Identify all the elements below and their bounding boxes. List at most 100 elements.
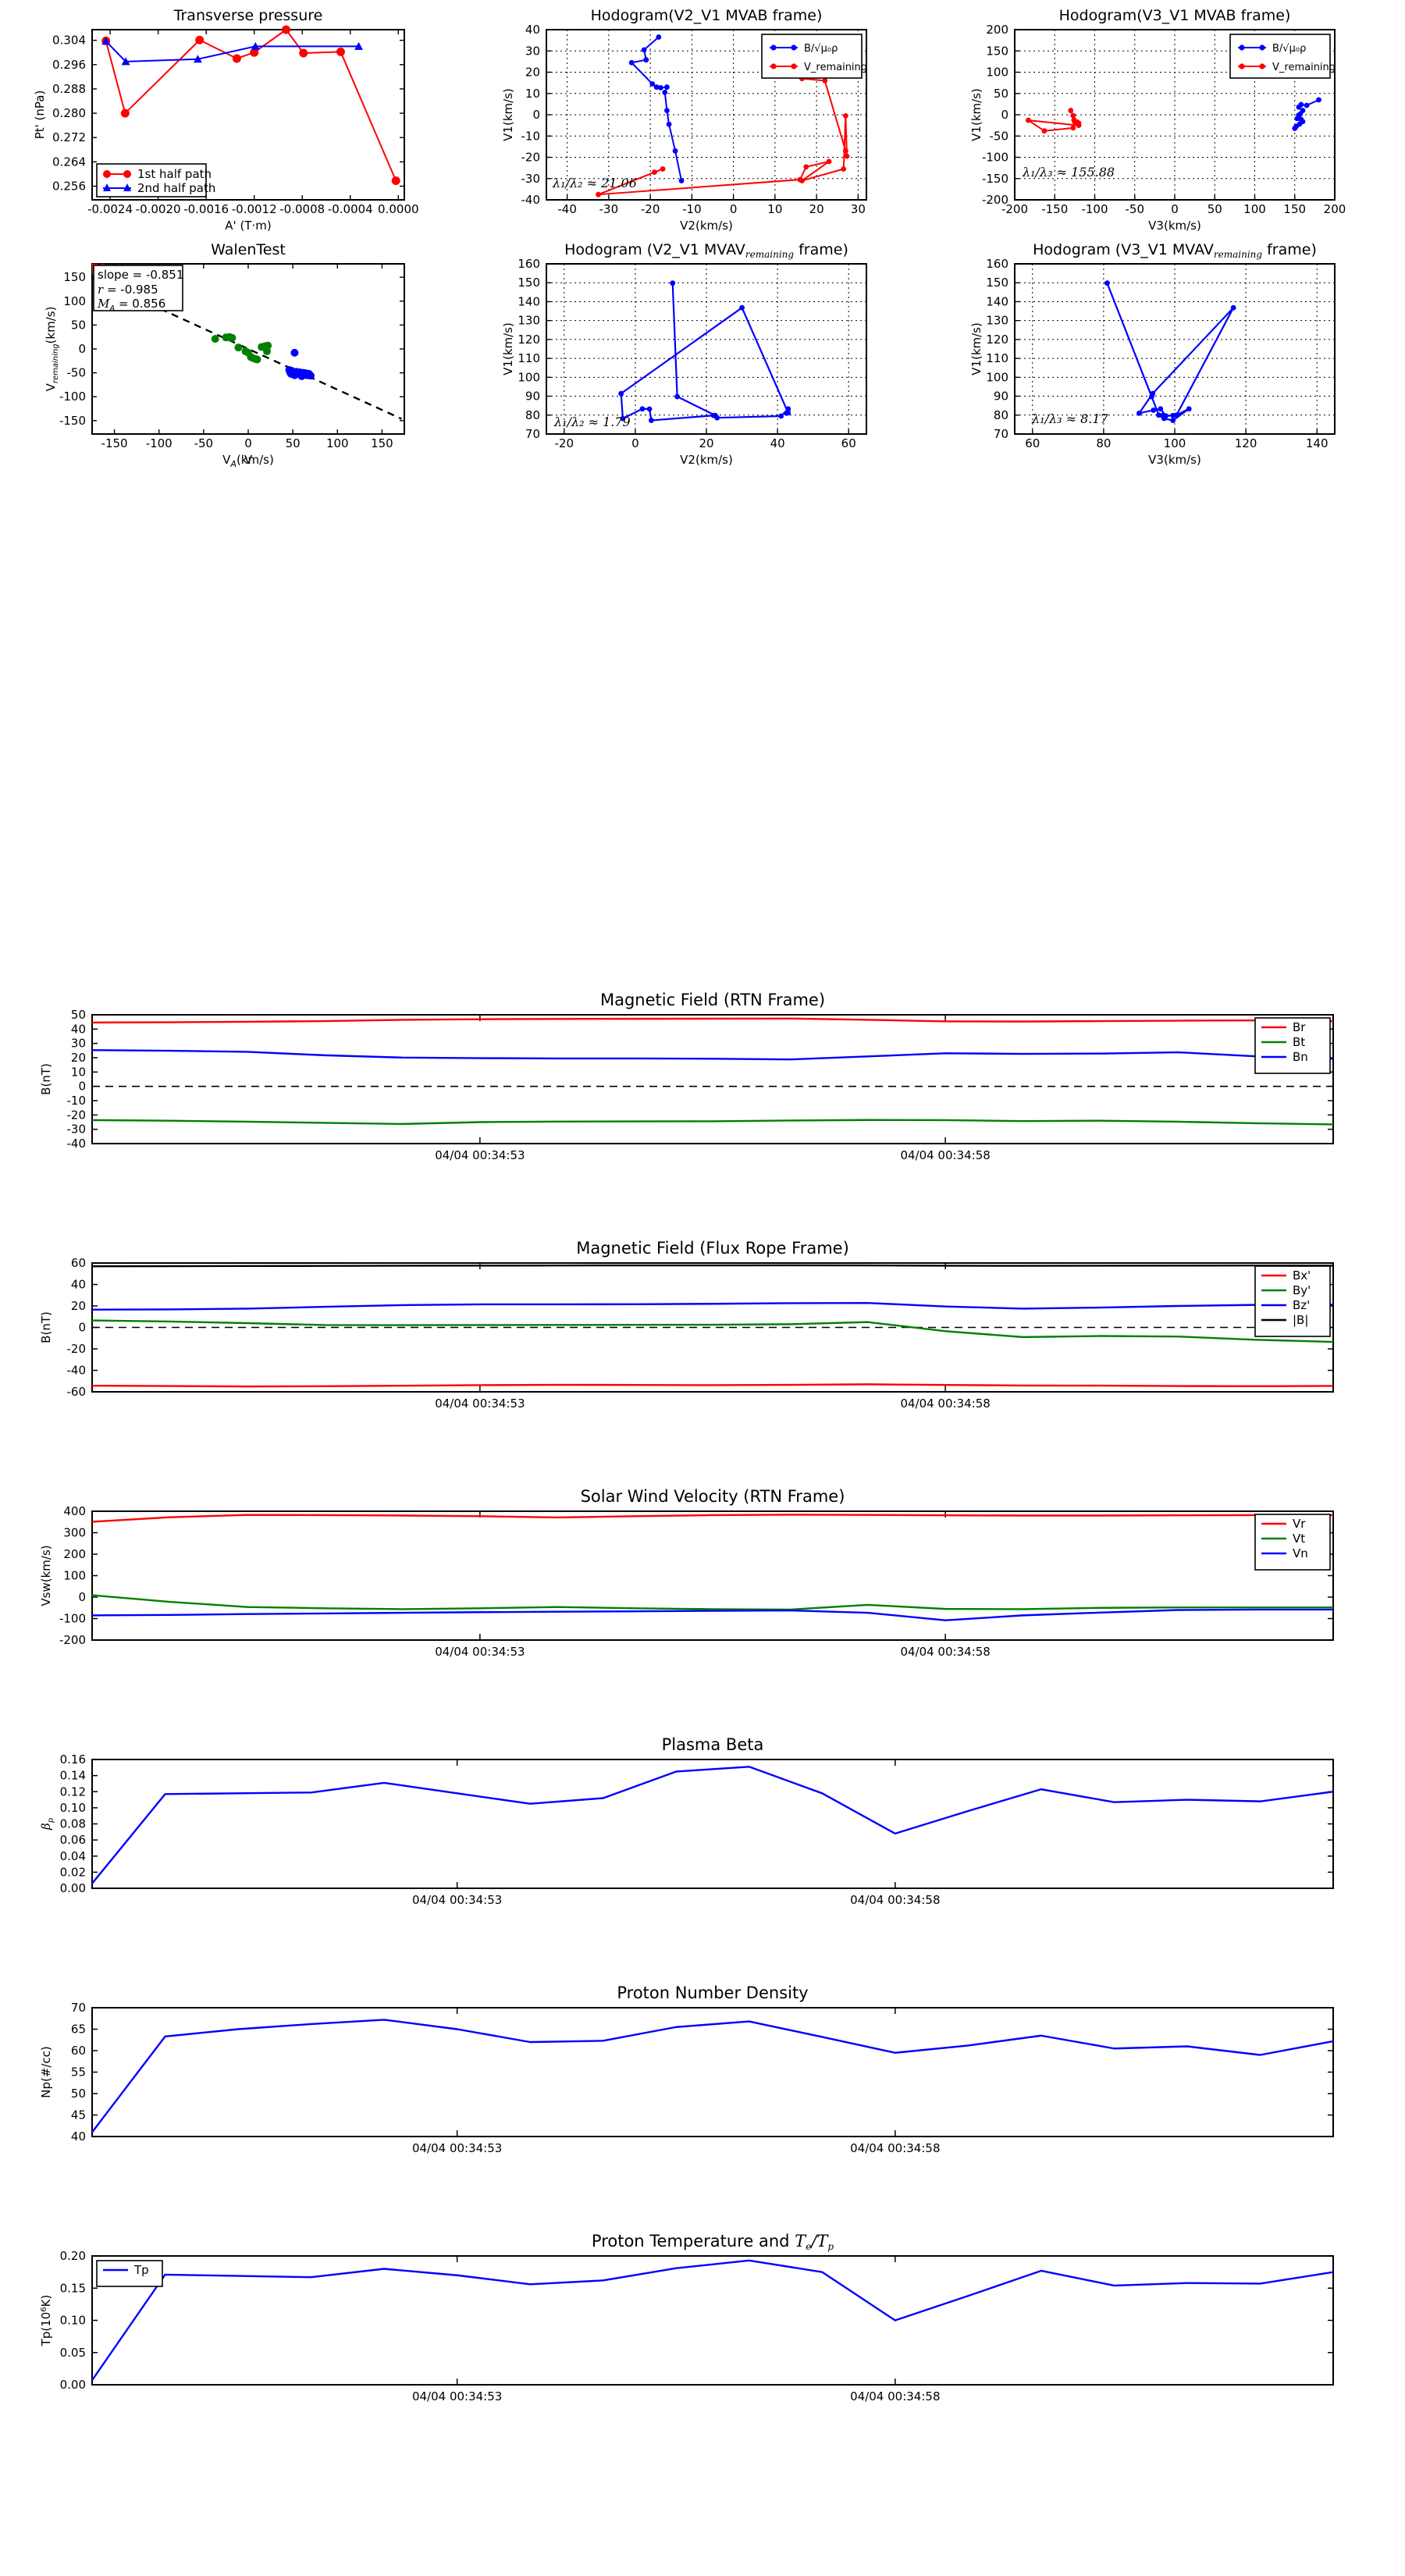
data-point xyxy=(778,413,784,419)
data-point xyxy=(1186,406,1192,412)
y-tick-label: -30 xyxy=(67,1123,87,1137)
y-tick-label: -50 xyxy=(990,129,1009,143)
stats-box xyxy=(93,265,183,311)
data-point xyxy=(354,41,364,50)
panel-title: Proton Number Density xyxy=(617,1984,808,2002)
x-axis-label: V3(km/s) xyxy=(1148,219,1201,233)
x-axis-label: V xyxy=(244,453,253,467)
stat-r: r = -0.985 xyxy=(98,283,158,297)
x-tick-label: -200 xyxy=(1001,202,1028,216)
y-axis-label: B(nT) xyxy=(39,1063,53,1095)
x-tick-label: -0.0004 xyxy=(328,202,373,216)
y-tick-label: 50 xyxy=(71,318,86,332)
legend-label: B/√μ₀ρ xyxy=(804,43,838,55)
y-tick-label: 120 xyxy=(518,333,540,347)
legend-label: Vn xyxy=(1293,1546,1308,1560)
y-tick-label: -40 xyxy=(67,1137,87,1151)
data-point xyxy=(264,341,272,350)
x-tick-label: 120 xyxy=(1235,436,1257,450)
y-tick-label: -200 xyxy=(59,1633,86,1647)
eigenvalue-ratio-annotation: λ₁/λ₂ ≈ 1.79 xyxy=(553,415,631,429)
data-point xyxy=(648,418,654,423)
y-tick-label: 40 xyxy=(71,1022,86,1036)
panel-hodogram_v2v1_mvab: Hodogram(V2_V1 MVAB frame) -40 -30 -20 -10 0 1… xyxy=(501,7,867,233)
y-tick-label: 100 xyxy=(63,1569,86,1583)
y-axis-label: Vremaining(km/s) xyxy=(44,307,60,392)
legend-label: Bz' xyxy=(1293,1298,1310,1312)
y-tick-label: -30 xyxy=(521,172,541,186)
data-point xyxy=(253,355,261,364)
y-tick-label: 55 xyxy=(71,2065,86,2080)
y-tick-label: -40 xyxy=(67,1364,87,1378)
data-point xyxy=(670,280,676,286)
y-tick-label: -10 xyxy=(521,129,541,143)
data-point xyxy=(803,164,809,170)
data-point xyxy=(826,158,832,165)
x-tick-label: 80 xyxy=(1096,436,1111,450)
data-point xyxy=(710,412,717,418)
data-point xyxy=(1070,112,1076,119)
y-tick-label: 150 xyxy=(986,44,1008,58)
x-tick-label: 04/04 00:34:53 xyxy=(435,1148,525,1162)
y-tick-label: 0.264 xyxy=(52,155,86,169)
y-tick-label: 20 xyxy=(71,1051,86,1065)
panel-title: Plasma Beta xyxy=(662,1735,764,1754)
y-tick-label: 0.280 xyxy=(52,106,86,120)
panel-title: Magnetic Field (RTN Frame) xyxy=(600,991,825,1009)
y-tick-label: 60 xyxy=(71,2044,86,2058)
x-axis-label: V2(km/s) xyxy=(680,453,733,467)
x-tick-label: 04/04 00:34:58 xyxy=(850,2141,940,2155)
y-tick-label: 100 xyxy=(63,294,86,308)
data-point xyxy=(842,148,848,154)
x-tick-label: 04/04 00:34:53 xyxy=(435,1397,525,1411)
y-tick-label: -60 xyxy=(67,1385,87,1399)
panel-title: Proton Temperature and Te/Tp xyxy=(592,2232,834,2252)
legend-box xyxy=(96,163,207,197)
panel-proton_temperature: Proton Temperature and Te/Tp 0.00 0.05 0.10… xyxy=(39,2232,1334,2403)
data-point xyxy=(228,333,237,342)
data-point xyxy=(822,78,828,84)
data-point xyxy=(391,176,400,185)
data-point xyxy=(596,191,601,197)
x-tick-label: -30 xyxy=(599,202,619,216)
data-point xyxy=(232,54,241,63)
x-tick-label: 50 xyxy=(286,436,301,450)
data-point xyxy=(101,37,111,45)
x-tick-label: -100 xyxy=(146,436,173,450)
data-point xyxy=(656,34,662,40)
panel-title: Hodogram (V2_V1 MVAVremaining frame) xyxy=(564,241,848,260)
y-tick-label: 40 xyxy=(71,1278,86,1292)
legend-label: Vt xyxy=(1293,1532,1305,1546)
y-tick-label: 150 xyxy=(986,276,1008,290)
x-tick-label: 04/04 00:34:58 xyxy=(900,1397,990,1411)
x-tick-label: -0.0024 xyxy=(87,202,133,216)
panel-title: Solar Wind Velocity (RTN Frame) xyxy=(581,1487,845,1506)
y-tick-label: 50 xyxy=(71,1008,86,1022)
y-tick-label: 0.02 xyxy=(60,1865,86,1879)
y-tick-label: 0.288 xyxy=(52,82,86,96)
data-point xyxy=(844,153,850,159)
y-tick-label: 0.10 xyxy=(60,2314,86,2328)
y-tick-label: 50 xyxy=(994,87,1008,101)
data-point xyxy=(674,393,681,400)
y-tick-label: 0.12 xyxy=(60,1784,86,1799)
y-axis-label: V1(km/s) xyxy=(969,322,984,375)
y-tick-label: 60 xyxy=(71,1256,86,1270)
x-tick-label: 04/04 00:34:58 xyxy=(850,2389,940,2403)
data-point xyxy=(1076,120,1082,126)
y-tick-label: 130 xyxy=(518,314,540,328)
data-point xyxy=(649,81,656,87)
panel-mag_rtn: Magnetic Field (RTN Frame) -40-30-20-1001… xyxy=(39,991,1334,1162)
y-tick-label: 0.05 xyxy=(60,2346,86,2360)
x-tick-label: -50 xyxy=(194,436,214,450)
y-tick-label: 120 xyxy=(986,333,1008,347)
panel-vsw_rtn: Solar Wind Velocity (RTN Frame) -200 -100 0… xyxy=(39,1487,1334,1659)
legend-box xyxy=(761,34,863,79)
legend-label: Bt xyxy=(1293,1035,1305,1049)
legend-label: Br xyxy=(1293,1020,1306,1034)
y-tick-label: 50 xyxy=(71,2087,86,2101)
x-tick-label: 60 xyxy=(1025,436,1040,450)
y-axis-label: βp xyxy=(39,1817,55,1831)
y-tick-label: 40 xyxy=(71,2129,86,2144)
